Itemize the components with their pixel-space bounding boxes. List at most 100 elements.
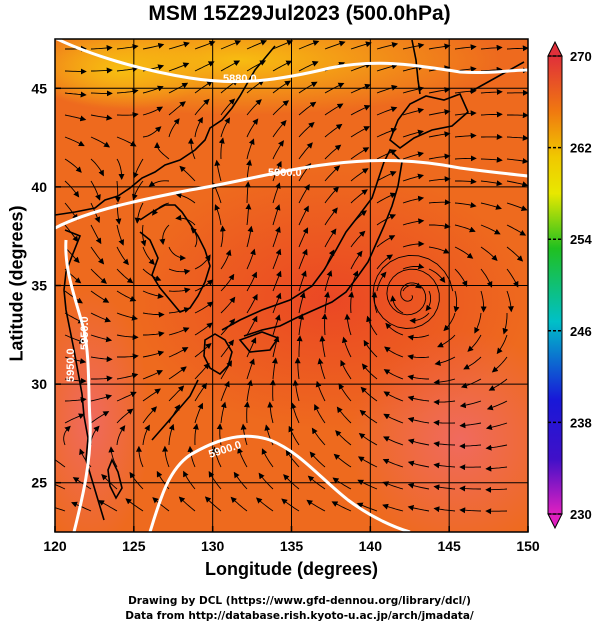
- streamline-arrow: [168, 385, 185, 402]
- streamline-arrow: [480, 88, 503, 95]
- streamline-arrow: [383, 369, 404, 380]
- streamline-arrow: [324, 165, 341, 182]
- colorbar-tick-label-230: 230: [570, 507, 592, 522]
- streamline-arrow: [90, 394, 113, 402]
- streamline-arrow: [340, 359, 352, 380]
- streamline-arrow: [168, 366, 187, 380]
- coast-kyushu: [203, 333, 233, 376]
- contour-label-5950-west: 5950.0: [79, 316, 91, 350]
- streamline-arrow: [148, 180, 170, 187]
- streamline-arrow: [298, 248, 308, 270]
- x-tick-label-145: 145: [437, 538, 461, 554]
- streamline-arrow: [433, 378, 456, 386]
- streamline-arrow: [98, 500, 118, 512]
- streamline-arrow: [402, 263, 425, 270]
- streamline-arrow: [116, 425, 126, 446]
- streamline-arrow: [324, 40, 346, 50]
- streamline-arrow: [187, 137, 196, 160]
- streamline-arrow: [324, 103, 344, 116]
- streamline-arrow: [428, 246, 450, 254]
- streamline-arrow: [407, 334, 430, 341]
- streamline-arrow: [298, 101, 317, 116]
- streamline-arrow: [344, 313, 352, 336]
- streamline-arrow: [331, 501, 352, 512]
- streamline-arrow: [64, 202, 79, 221]
- streamline-arrow: [463, 356, 482, 370]
- streamline-arrow: [64, 377, 87, 384]
- streamline-arrow: [285, 449, 300, 468]
- streamline-arrow: [350, 147, 370, 160]
- streamline-arrow: [296, 335, 303, 357]
- streamline-arrow: [437, 334, 456, 348]
- streamline-arrow: [298, 142, 313, 160]
- streamline-arrow: [187, 445, 196, 468]
- streamline-arrow: [258, 472, 274, 490]
- streamline-arrow: [474, 312, 482, 334]
- streamline-arrow: [459, 485, 481, 492]
- streamline-arrow: [272, 140, 284, 160]
- streamline-arrow: [194, 40, 216, 50]
- streamline-arrow: [433, 484, 456, 491]
- streamline-arrow: [433, 441, 456, 448]
- streamline-arrow: [162, 445, 170, 468]
- streamline-arrow: [90, 356, 113, 363]
- streamline-arrow: [64, 91, 87, 98]
- streamline-arrow: [485, 465, 508, 472]
- chart-title: MSM 15Z29Jul2023 (500.0hPa): [148, 2, 451, 25]
- gridlines: [55, 39, 528, 532]
- contour-label-5950-west-2: 5950.0: [65, 348, 77, 382]
- streamline-arrow: [168, 118, 180, 138]
- streamline-arrow: [506, 134, 528, 141]
- streamline-arrow: [220, 380, 230, 402]
- x-tick-label-150: 150: [516, 538, 540, 554]
- colorbar-tick-label-238: 238: [570, 415, 592, 430]
- streamline-arrow: [116, 246, 129, 266]
- streamline-arrow: [459, 507, 482, 514]
- colorbar-tick-label-246: 246: [570, 324, 592, 339]
- streamline-arrow: [358, 432, 378, 446]
- streamline-arrow: [402, 151, 424, 160]
- streamline-arrow: [271, 357, 278, 380]
- streamline-arrow: [220, 360, 233, 380]
- streamline-arrow: [154, 142, 170, 160]
- streamline-arrow: [91, 67, 113, 74]
- streamline-arrow: [168, 347, 189, 358]
- credit-data: Data from http://database.rish.kyoto-u.a…: [125, 610, 474, 622]
- coast-hokkaido: [389, 92, 469, 150]
- streamline-arrow: [459, 443, 482, 450]
- streamline-arrow: [272, 226, 281, 248]
- streamline-arrow: [506, 158, 528, 164]
- streamline-arrow: [246, 271, 257, 292]
- streamline-arrow: [246, 293, 258, 314]
- streamline-arrow: [496, 334, 508, 355]
- x-tick-label-120: 120: [43, 538, 67, 554]
- streamline-arrow: [272, 248, 282, 270]
- contour-5880: [55, 39, 528, 84]
- streamline-arrow: [433, 462, 456, 469]
- streamline-arrow: [385, 322, 404, 336]
- y-tick-label-35: 35: [31, 278, 47, 294]
- streamline-arrow: [348, 291, 355, 314]
- streamline-arrow: [272, 314, 281, 336]
- streamline-arrow: [142, 350, 165, 358]
- x-tick-label-125: 125: [122, 538, 146, 554]
- streamline-arrow: [333, 453, 352, 468]
- streamline-arrow: [230, 496, 248, 512]
- streamline-arrow: [428, 43, 451, 50]
- contour-5950-west: [64, 239, 92, 532]
- streamline-arrow: [194, 362, 210, 380]
- streamline-arrow: [357, 479, 378, 490]
- streamline-arrow: [350, 168, 369, 182]
- streamline-arrow: [192, 423, 199, 446]
- streamline-arrow: [382, 458, 404, 468]
- field-cool-southwest: [55, 290, 150, 532]
- contour-label-5900-north: 5900.0: [268, 167, 302, 179]
- x-axis-label: Longitude (degrees): [204, 559, 378, 579]
- streamline-arrow: [350, 105, 371, 116]
- streamline-arrow: [142, 268, 162, 281]
- streamline-arrow: [116, 136, 137, 147]
- streamline-arrow: [116, 268, 134, 284]
- streamline-arrow: [194, 80, 213, 94]
- streamline-arrow: [220, 98, 236, 116]
- streamline-arrow: [220, 60, 241, 72]
